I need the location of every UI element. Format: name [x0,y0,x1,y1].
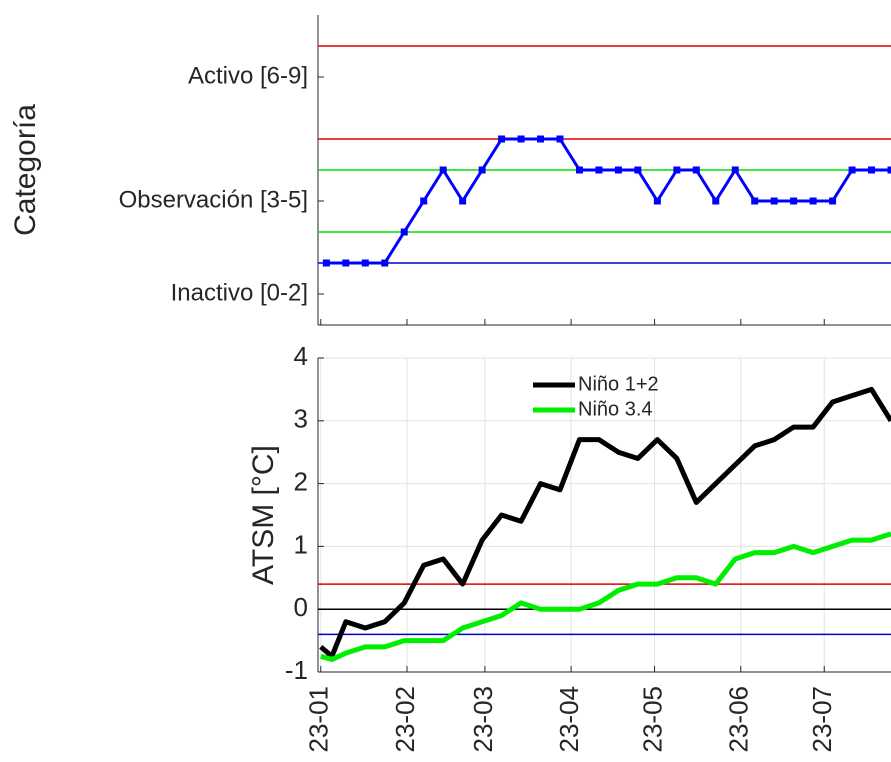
y-tick-label: 3 [294,404,308,434]
marker [517,135,525,143]
marker [731,166,739,174]
y-tick-label: 1 [294,529,308,559]
series-line [319,386,891,659]
marker [556,135,564,143]
marker [634,166,642,174]
marker [751,197,759,205]
y-tick-label: Activo [6-9] [188,62,308,89]
series-line [320,531,891,662]
marker [342,259,350,267]
legend-label: Niño 3.4 [578,398,653,420]
x-tick-label: 23-03 [468,686,498,753]
y-tick-label: 4 [294,341,308,371]
marker [498,135,506,143]
marker [400,228,408,236]
marker [653,197,661,205]
y-axis-label: Categoría [9,104,42,236]
x-tick-label: 23-06 [724,686,754,753]
x-tick-label: 23-05 [637,686,667,753]
marker [361,259,369,267]
legend-label: Niño 1+2 [578,373,659,395]
marker [887,166,891,174]
x-tick-label: 23-07 [807,686,837,753]
marker [322,259,330,267]
marker [381,259,389,267]
marker [712,197,720,205]
marker [790,197,798,205]
marker [537,135,545,143]
marker [420,197,428,205]
marker [478,166,486,174]
y-tick-label: 0 [294,592,308,622]
marker [848,166,856,174]
y-tick-label: 2 [294,466,308,496]
y-tick-label: Inactivo [0-2] [171,279,308,306]
y-tick-label: -1 [285,655,308,685]
y-tick-label: Observación [3-5] [119,186,308,213]
x-tick-label: 23-02 [390,686,420,753]
x-tick-label: 23-01 [304,686,334,753]
x-tick-label: 23-04 [554,686,584,753]
marker [770,197,778,205]
marker [595,166,603,174]
y-axis-label: ATSM [°C] [247,445,280,585]
marker [673,166,681,174]
marker [692,166,700,174]
marker [439,166,447,174]
marker [829,197,837,205]
marker [614,166,622,174]
series-line [326,137,891,265]
marker [459,197,467,205]
marker [868,166,876,174]
marker [809,197,817,205]
marker [575,166,583,174]
